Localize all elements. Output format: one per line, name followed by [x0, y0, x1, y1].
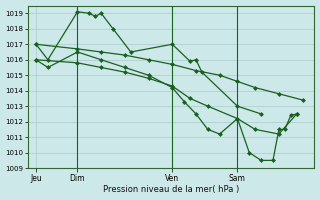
X-axis label: Pression niveau de la mer( hPa ): Pression niveau de la mer( hPa ) [103, 185, 239, 194]
